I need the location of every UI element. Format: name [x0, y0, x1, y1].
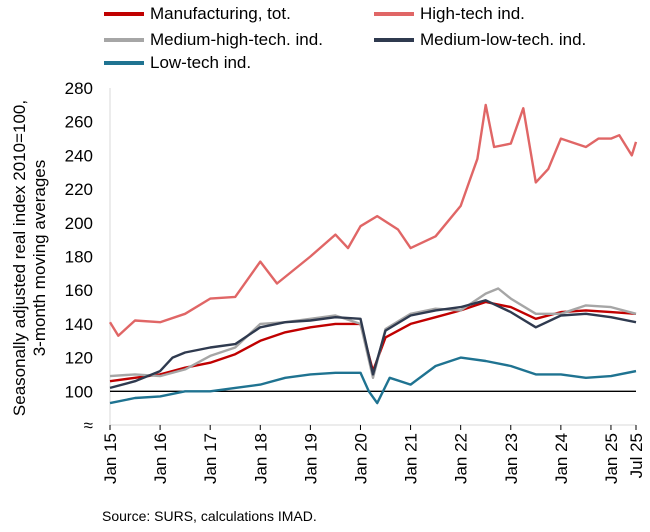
legend-swatch — [374, 38, 414, 42]
y-axis-title-line1: Seasonally adjusted real index 2010=100, — [10, 99, 29, 417]
legend-label: Medium-high-tech. ind. — [150, 30, 323, 49]
y-tick-label: 160 — [65, 281, 93, 300]
x-tick-label: Jan 23 — [502, 433, 521, 484]
x-tick-label: Jan 19 — [301, 433, 320, 484]
legend-label: High-tech ind. — [420, 4, 525, 23]
legend-swatch — [374, 12, 414, 16]
series-line-high-tech-ind — [108, 103, 638, 337]
x-tick-label: Jan 18 — [251, 433, 270, 484]
series-line-low-tech-ind — [109, 356, 637, 405]
x-tick-label: Jul 25 — [627, 433, 646, 478]
legend: Manufacturing, tot. High-tech ind. Mediu… — [0, 0, 650, 80]
y-axis-title-line2: 3-month moving averages — [30, 159, 49, 357]
series-line-medium-high-tech-ind — [109, 287, 637, 379]
legend-swatch — [104, 12, 144, 16]
legend-item-manufacturing: Manufacturing, tot. — [104, 4, 291, 24]
y-tick-label: 180 — [65, 248, 93, 267]
x-tick-label: Jan 15 — [101, 433, 120, 484]
legend-swatch — [104, 38, 144, 42]
series-line-medium-low-tech-ind — [109, 299, 637, 390]
x-tick-label: Jan 21 — [402, 433, 421, 484]
y-tick-label: 140 — [65, 315, 93, 334]
legend-item-high-tech: High-tech ind. — [374, 4, 525, 24]
y-tick-label: ≈ — [84, 416, 93, 435]
x-tick-label: Jan 17 — [201, 433, 220, 484]
y-tick-label: 100 — [65, 382, 93, 401]
legend-label: Manufacturing, tot. — [150, 4, 291, 23]
x-tick-label: Jan 25 — [602, 433, 621, 484]
x-tick-label: Jan 16 — [151, 433, 170, 484]
legend-swatch — [104, 61, 144, 65]
series-lines — [108, 103, 638, 405]
legend-item-medium-high-tech: Medium-high-tech. ind. — [104, 30, 323, 50]
legend-item-low-tech: Low-tech ind. — [104, 53, 251, 73]
y-tick-label: 200 — [65, 214, 93, 233]
y-tick-label: 240 — [65, 146, 93, 165]
legend-label: Low-tech ind. — [150, 53, 252, 72]
y-axis-title: Seasonally adjusted real index 2010=100,… — [10, 68, 62, 448]
source-note: Source: SURS, calculations IMAD. — [102, 508, 317, 524]
y-tick-label: 220 — [65, 180, 93, 199]
y-tick-label: 260 — [65, 113, 93, 132]
legend-item-medium-low-tech: Medium-low-tech. ind. — [374, 30, 586, 50]
x-tick-label: Jan 22 — [452, 433, 471, 484]
x-tick-label: Jan 24 — [552, 433, 571, 484]
x-axis: Jan 15 Jan 16 Jan 17 Jan 18 Jan 19 Jan 20 Jan … — [101, 424, 646, 484]
legend-label: Medium-low-tech. ind. — [420, 30, 587, 49]
x-tick-label: Jan 20 — [351, 433, 370, 484]
y-tick-label: 280 — [65, 79, 93, 98]
y-axis: ≈100 120 140 160 180 200 220 240 260 280 — [65, 79, 636, 435]
y-tick-label: 120 — [65, 349, 93, 368]
